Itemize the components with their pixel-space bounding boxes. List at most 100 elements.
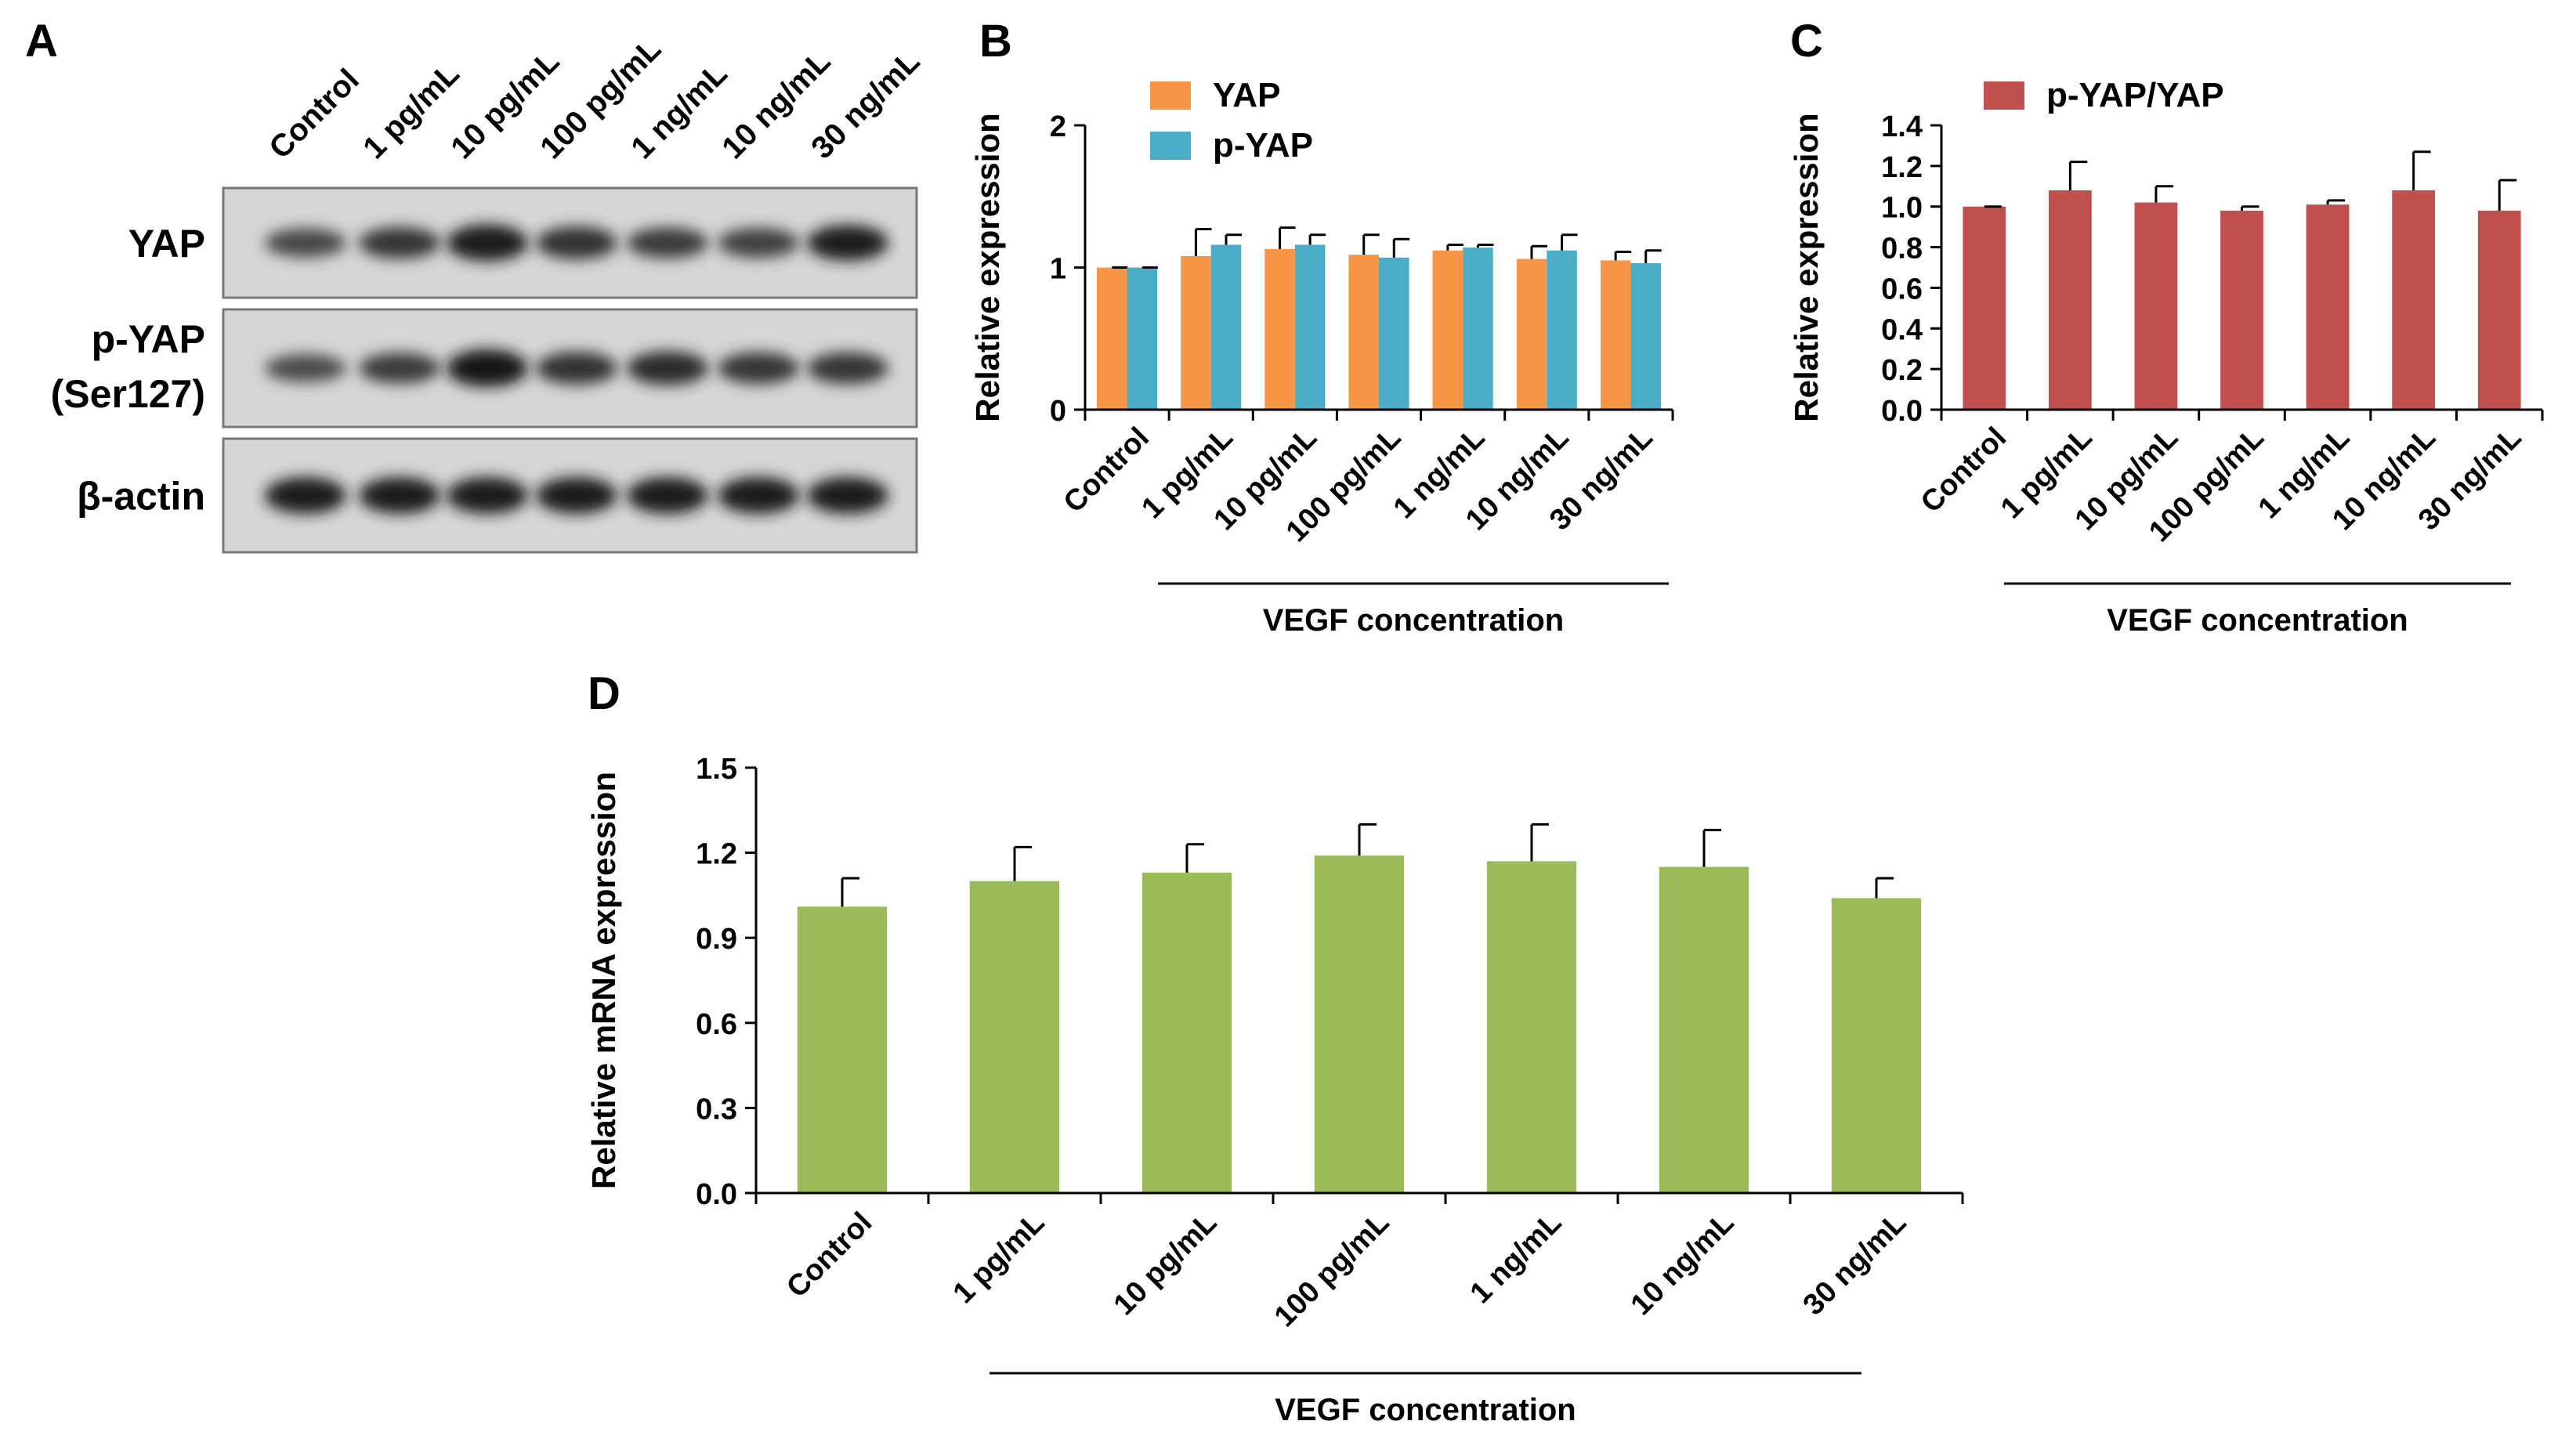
bar-mrna-1-ng-ml xyxy=(1486,861,1577,1193)
category-label-1-ng-ml: 1 ng/mL xyxy=(1464,1206,1568,1311)
bar-p-yap-yap-100-pg-ml xyxy=(2220,210,2263,410)
y-tick-label: 1.0 xyxy=(1881,192,1923,225)
blot-band-p-yap-2 xyxy=(447,349,528,387)
category-label-1-pg-ml: 1 pg/mL xyxy=(947,1206,1051,1311)
bar-p-yap-yap-10-ng-ml xyxy=(2392,190,2436,410)
bar-yap-1-pg-ml xyxy=(1181,255,1211,410)
bar-mrna-10-ng-ml xyxy=(1659,866,1749,1193)
blot-band-actin-6 xyxy=(807,477,888,514)
y-tick-label: 1.2 xyxy=(696,838,737,871)
lane-label-1-pg-ml: 1 pg/mL xyxy=(356,56,466,166)
bar-p-yap-1-ng-ml xyxy=(1463,248,1493,410)
blot-band-yap-5 xyxy=(718,227,799,259)
y-tick-label: 1.5 xyxy=(696,753,737,786)
blot-band-p-yap-3 xyxy=(536,352,617,385)
y-axis-label: Relative expression xyxy=(969,113,1006,422)
blot-band-actin-3 xyxy=(536,477,617,514)
legend-swatch-p-yap-yap xyxy=(1984,81,2024,110)
bar-p-yap-yap-1-ng-ml xyxy=(2306,204,2350,410)
category-label-control: Control xyxy=(780,1206,878,1304)
bar-yap-30-ng-ml xyxy=(1600,260,1631,410)
blot-band-actin-0 xyxy=(265,477,346,514)
blot-row-label: β-actin xyxy=(77,475,205,519)
blot-band-yap-4 xyxy=(627,227,708,259)
bar-p-yap-1-pg-ml xyxy=(1210,244,1242,410)
legend-label-yap: YAP xyxy=(1213,76,1280,114)
y-tick-label: 0.6 xyxy=(1881,273,1923,306)
blot-row-label: YAP xyxy=(128,222,205,266)
bar-p-yap-yap-10-pg-ml xyxy=(2134,202,2178,410)
blot-band-yap-3 xyxy=(536,226,617,259)
y-tick-label: 0.4 xyxy=(1881,313,1923,346)
y-axis-label: Relative mRNA expression xyxy=(585,772,622,1189)
y-tick-label: 1.2 xyxy=(1881,151,1923,184)
bar-p-yap-10-pg-ml xyxy=(1294,244,1326,410)
y-tick-label: 0 xyxy=(1050,395,1066,428)
bar-yap-10-pg-ml xyxy=(1264,248,1295,410)
y-tick-label: 2 xyxy=(1050,110,1066,143)
blot-band-actin-5 xyxy=(718,477,799,514)
bar-p-yap-yap-1-pg-ml xyxy=(2048,190,2092,410)
blot-band-yap-2 xyxy=(447,224,528,262)
lane-label-control: Control xyxy=(262,63,366,166)
bar-mrna-100-pg-ml xyxy=(1314,855,1405,1193)
panel-label-b: B xyxy=(979,16,1012,67)
bar-p-yap-100-pg-ml xyxy=(1379,257,1409,410)
category-label-10-ng-ml: 10 ng/mL xyxy=(1625,1206,1741,1322)
category-label-10-pg-ml: 10 pg/mL xyxy=(1108,1206,1224,1322)
panel-label-d: D xyxy=(588,668,620,719)
bar-p-yap-yap-30-ng-ml xyxy=(2477,210,2521,410)
y-tick-label: 0.8 xyxy=(1881,233,1923,266)
y-tick-label: 0.6 xyxy=(696,1008,737,1041)
legend-swatch-yap xyxy=(1150,81,1191,110)
y-tick-label: 0.2 xyxy=(1881,354,1923,387)
blot-band-p-yap-5 xyxy=(718,352,799,385)
bar-mrna-10-pg-ml xyxy=(1141,872,1232,1193)
blot-band-p-yap-0 xyxy=(265,354,346,382)
bar-yap-control xyxy=(1097,267,1127,410)
x-axis-label: VEGF concentration xyxy=(2107,603,2408,638)
blot-band-actin-1 xyxy=(359,477,440,514)
x-axis-label: VEGF concentration xyxy=(1275,1393,1576,1427)
bar-p-yap-10-ng-ml xyxy=(1547,250,1577,410)
y-tick-label: 0.3 xyxy=(696,1093,737,1126)
bar-mrna-30-ng-ml xyxy=(1831,898,1922,1193)
blot-band-p-yap-4 xyxy=(627,351,708,385)
bar-mrna-control xyxy=(797,906,888,1193)
y-tick-label: 1.4 xyxy=(1881,110,1923,143)
panel-label-c: C xyxy=(1790,16,1823,67)
bar-mrna-1-pg-ml xyxy=(969,880,1060,1193)
bar-p-yap-30-ng-ml xyxy=(1630,263,1661,410)
blot-band-p-yap-6 xyxy=(807,352,888,385)
panel-label-a: A xyxy=(25,16,58,67)
blot-band-actin-4 xyxy=(627,477,708,514)
blot-band-actin-2 xyxy=(447,477,528,514)
chart-d: 0.0 0.3 0.6 0.9 1.2 1.5 Control 1 pg/mL 10 pg/mL… xyxy=(585,753,1964,1427)
blot-row-label: p-YAP xyxy=(92,317,205,361)
blot-band-p-yap-1 xyxy=(359,353,440,384)
bar-yap-10-ng-ml xyxy=(1516,259,1547,410)
category-label-30-ng-ml: 30 ng/mL xyxy=(1797,1206,1913,1322)
bar-yap-100-pg-ml xyxy=(1348,255,1379,410)
y-tick-label: 0.0 xyxy=(696,1178,737,1211)
y-tick-label: 1 xyxy=(1050,253,1066,286)
x-axis-label: VEGF concentration xyxy=(1263,603,1565,638)
y-tick-label: 0.9 xyxy=(696,923,737,956)
blot-band-yap-1 xyxy=(359,226,440,259)
category-label-100-pg-ml: 100 pg/mL xyxy=(1268,1206,1396,1334)
legend-label-p-yap: p-YAP xyxy=(1213,126,1313,165)
blot-band-yap-0 xyxy=(265,228,346,258)
legend-swatch-p-yap xyxy=(1150,132,1191,160)
legend-label-p-yap-yap: p-YAP/YAP xyxy=(2046,76,2224,114)
y-tick-label: 0.0 xyxy=(1881,395,1923,428)
y-axis-label: Relative expression xyxy=(1788,113,1825,422)
bar-p-yap-control xyxy=(1127,267,1158,410)
bar-yap-1-ng-ml xyxy=(1432,250,1463,410)
blot-band-yap-6 xyxy=(807,225,888,261)
bar-p-yap-yap-control xyxy=(1963,206,2006,410)
blot-row-sublabel: (Ser127) xyxy=(51,372,205,416)
